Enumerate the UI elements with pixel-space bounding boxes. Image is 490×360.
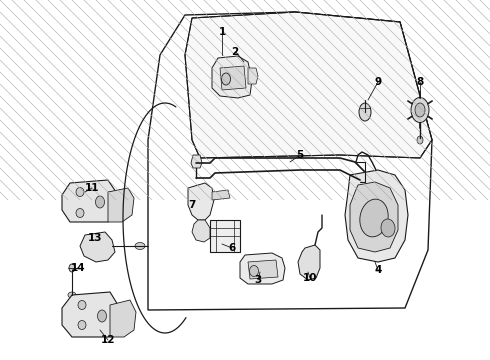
Polygon shape [212,56,252,98]
Ellipse shape [249,266,259,276]
Ellipse shape [135,243,145,249]
Polygon shape [110,300,136,337]
Polygon shape [62,180,116,222]
Text: 3: 3 [254,275,262,285]
Text: 10: 10 [303,273,317,283]
Polygon shape [80,232,115,262]
Ellipse shape [221,73,230,85]
Polygon shape [298,245,320,280]
Polygon shape [62,292,118,337]
Ellipse shape [98,310,106,322]
Polygon shape [185,12,432,158]
Ellipse shape [78,320,86,329]
Ellipse shape [360,199,388,237]
Text: 9: 9 [374,77,382,87]
Polygon shape [220,66,246,90]
Ellipse shape [417,136,423,144]
Text: 4: 4 [374,265,382,275]
Ellipse shape [76,208,84,217]
Ellipse shape [76,188,84,197]
Ellipse shape [96,196,104,208]
Polygon shape [345,170,408,262]
Polygon shape [210,220,240,252]
Polygon shape [108,188,134,222]
Polygon shape [248,68,258,84]
Text: 2: 2 [231,47,239,57]
Ellipse shape [69,264,75,272]
Text: 13: 13 [88,233,102,243]
Text: 8: 8 [416,77,424,87]
Polygon shape [248,260,278,279]
Polygon shape [192,220,210,242]
Ellipse shape [411,98,429,122]
Ellipse shape [381,219,395,237]
Polygon shape [240,253,285,284]
Ellipse shape [78,301,86,310]
Polygon shape [188,183,214,220]
Ellipse shape [359,103,371,121]
Text: 6: 6 [228,243,236,253]
Text: 14: 14 [71,263,85,273]
Ellipse shape [415,103,425,117]
Ellipse shape [68,292,76,298]
Text: 1: 1 [219,27,225,37]
Polygon shape [212,190,230,200]
Text: 5: 5 [296,150,304,160]
Text: 12: 12 [101,335,115,345]
Text: 7: 7 [188,200,196,210]
Polygon shape [191,155,202,168]
Polygon shape [350,182,398,252]
Text: 11: 11 [85,183,99,193]
